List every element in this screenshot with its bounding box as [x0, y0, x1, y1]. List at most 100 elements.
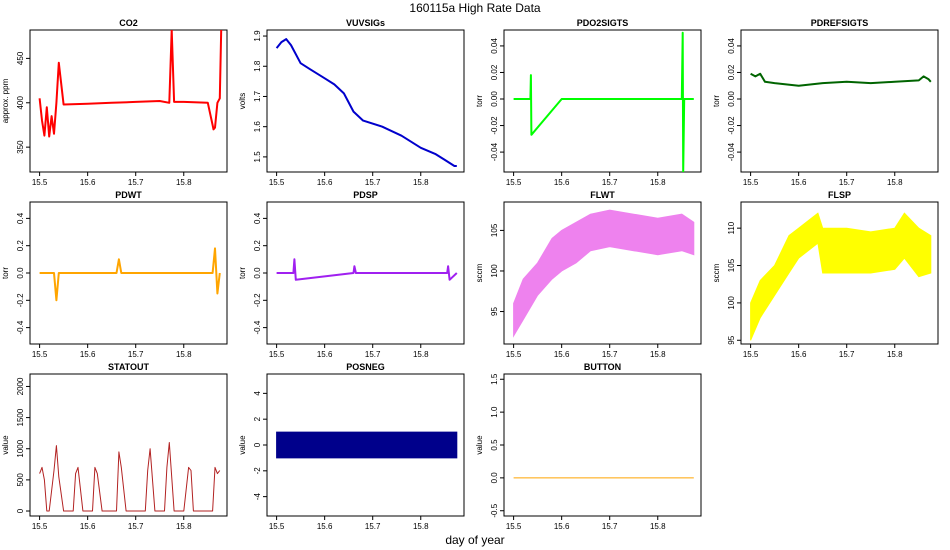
y-tick-label: 0.0 — [490, 472, 499, 484]
y-tick-label: -0.02 — [490, 116, 499, 135]
y-tick-label: -4 — [253, 493, 262, 501]
y-tick-label: 0.02 — [727, 64, 736, 80]
y-tick-label: -0.2 — [16, 293, 25, 307]
y-tick-label: 95 — [490, 307, 499, 316]
panel-title: BUTTON — [584, 362, 621, 372]
plot-frame — [29, 373, 228, 517]
panel-flsp: FLSP sccm 15.5 15.6 15.7 15.8 95 100 105 110 — [712, 190, 939, 359]
panel-vuvsigs: VUVSIGs volts 15.5 15.6 15.7 15.8 1.5 1.6 1.7 1.8… — [238, 18, 465, 187]
panel-flwt: FLWT sccm 15.5 15.6 15.7 15.8 95 100 105 — [475, 190, 702, 359]
x-tick-label: 15.6 — [554, 178, 570, 187]
plot-area — [275, 38, 457, 167]
series-pdrefsigts-line — [750, 72, 932, 87]
plot-area — [276, 431, 458, 459]
y-tick-label: 0.2 — [16, 240, 25, 252]
y-tick-label: 350 — [16, 140, 25, 154]
x-tick-label: 15.7 — [365, 178, 381, 187]
plot-area — [39, 442, 221, 512]
y-tick-label: 2 — [253, 416, 262, 421]
x-tick-label: 15.6 — [317, 178, 333, 187]
x-tick-label: 15.7 — [128, 350, 144, 359]
y-tick-label: 500 — [16, 473, 25, 487]
panel-statout: STATOUT value 15.5 15.6 15.7 15.8 0 500 1000 1500… — [1, 362, 228, 531]
x-tick-label: 15.7 — [839, 350, 855, 359]
y-axis-label: torr — [1, 267, 10, 279]
y-axis-label: torr — [475, 95, 484, 107]
y-tick-label: 0.4 — [253, 212, 262, 224]
plot-frame — [503, 29, 702, 173]
x-tick-label: 15.5 — [743, 178, 759, 187]
series-flwt-band — [513, 209, 695, 338]
panel-title: PDREFSIGTS — [811, 18, 869, 28]
plot-area — [38, 30, 223, 138]
x-tick-label: 15.8 — [413, 178, 429, 187]
series-co2-line — [38, 30, 223, 138]
x-tick-label: 15.8 — [176, 178, 192, 187]
y-tick-label: 0.00 — [727, 91, 736, 107]
y-tick-label: 400 — [16, 96, 25, 110]
x-tick-label: 15.5 — [32, 178, 48, 187]
plot-area — [513, 31, 694, 172]
y-tick-label: 1.5 — [253, 151, 262, 163]
plot-area — [276, 258, 458, 281]
y-tick-label: 4 — [253, 391, 262, 396]
plot-area — [750, 72, 932, 87]
panel-title: PDWT — [115, 190, 142, 200]
y-tick-label: 0 — [253, 442, 262, 447]
y-axis-label: value — [1, 435, 10, 455]
y-tick-label: -0.5 — [490, 503, 499, 517]
x-tick-label: 15.6 — [791, 178, 807, 187]
x-tick-label: 15.8 — [650, 350, 666, 359]
x-tick-label: 15.5 — [506, 178, 522, 187]
y-tick-label: -0.2 — [253, 293, 262, 307]
y-tick-label: 100 — [490, 264, 499, 278]
y-tick-label: 95 — [727, 335, 736, 344]
x-tick-label: 15.7 — [602, 178, 618, 187]
panel-pdwt: PDWT torr 15.5 15.6 15.7 15.8 -0.4 -0.2 0.0 0.2 0.… — [1, 190, 228, 359]
panel-pdsp: PDSP torr 15.5 15.6 15.7 15.8 -0.4 -0.2 0.0 0.2 0.… — [238, 190, 465, 359]
x-tick-label: 15.5 — [32, 350, 48, 359]
x-tick-label: 15.7 — [128, 522, 144, 531]
panel-title: VUVSIGs — [346, 18, 385, 28]
y-tick-label: 450 — [16, 51, 25, 65]
x-tick-label: 15.8 — [176, 350, 192, 359]
y-tick-label: 2000 — [16, 377, 25, 395]
y-tick-label: 0.02 — [490, 64, 499, 80]
x-tick-label: 15.5 — [506, 522, 522, 531]
y-tick-label: -0.4 — [16, 320, 25, 334]
y-tick-label: 110 — [727, 221, 736, 234]
x-tick-label: 15.7 — [365, 350, 381, 359]
series-pdsp-line — [276, 258, 458, 281]
x-tick-label: 15.6 — [791, 350, 807, 359]
y-axis-label: sccm — [475, 263, 484, 282]
x-tick-label: 15.5 — [32, 522, 48, 531]
x-tick-label: 15.7 — [602, 350, 618, 359]
series-statout-line — [39, 442, 221, 512]
y-tick-label: 0.00 — [490, 91, 499, 107]
y-tick-label: 0 — [16, 508, 25, 513]
plot-frame — [503, 201, 702, 345]
x-tick-label: 15.5 — [269, 178, 285, 187]
plot-frame — [503, 373, 702, 517]
panel-title: FLSP — [828, 190, 851, 200]
x-tick-label: 15.8 — [176, 522, 192, 531]
y-axis-label: torr — [238, 267, 247, 279]
series-posneg-band — [276, 431, 458, 459]
y-axis-label: volts — [238, 93, 247, 109]
y-tick-label: -0.04 — [727, 142, 736, 161]
plot-frame — [266, 29, 465, 173]
y-axis-label: value — [238, 435, 247, 455]
x-tick-label: 15.7 — [128, 178, 144, 187]
y-tick-label: 1.9 — [253, 30, 262, 42]
x-tick-label: 15.6 — [80, 350, 96, 359]
x-tick-label: 15.7 — [365, 522, 381, 531]
y-tick-label: 1000 — [16, 439, 25, 457]
y-tick-label: 0.5 — [490, 439, 499, 451]
y-tick-label: 0.04 — [727, 38, 736, 54]
y-axis-label: approx. ppm — [1, 78, 10, 123]
figure-title: 160115a High Rate Data — [409, 1, 541, 15]
y-tick-label: 0.4 — [16, 212, 25, 224]
y-tick-label: -0.4 — [253, 320, 262, 334]
